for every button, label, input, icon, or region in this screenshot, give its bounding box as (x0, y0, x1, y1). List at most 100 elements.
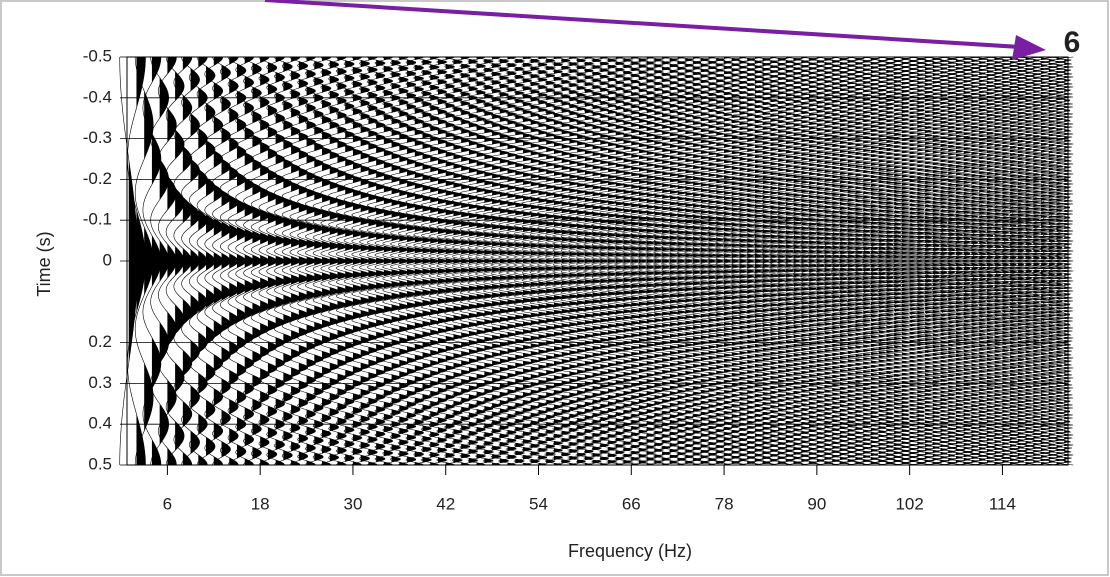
trace-fill (971, 57, 981, 465)
trace-fill (917, 57, 927, 465)
trace-fill (128, 57, 138, 465)
trace-fill (267, 57, 277, 465)
trace-fill (484, 57, 494, 465)
trace-fill (623, 57, 633, 465)
trace-fill (1041, 57, 1051, 465)
trace-fill (291, 57, 301, 465)
trace-fill (352, 57, 362, 465)
trace-fill (445, 57, 455, 465)
trace-fill (577, 57, 587, 465)
trace-fill (407, 57, 417, 465)
trace-fill (886, 57, 896, 465)
x-tick-label: 18 (251, 494, 270, 513)
trace-fill (909, 57, 919, 465)
annotation: 6 (1064, 26, 1081, 59)
trace-fill (608, 57, 618, 465)
trace-fill (731, 57, 741, 465)
y-tick-label: -0.4 (83, 87, 112, 106)
y-tick-label: -0.2 (83, 169, 112, 188)
trace-fill (654, 57, 664, 465)
trace (1055, 56, 1074, 466)
arrow-head (1012, 35, 1046, 60)
y-tick-label: 0.3 (88, 373, 112, 392)
trace-fill (940, 57, 950, 465)
trace-fill (438, 57, 447, 465)
trace-fill (206, 57, 216, 465)
y-axis-title: Time (s) (34, 231, 54, 296)
trace-fill (322, 57, 332, 465)
trace-fill (755, 57, 764, 465)
trace-fill (600, 57, 610, 465)
trace-fill (979, 57, 989, 465)
y-tick-label: -0.1 (83, 210, 112, 229)
trace-fill (639, 57, 649, 465)
trace-fill (932, 57, 942, 465)
y-tick-label: 0.5 (88, 454, 112, 473)
y-tick-label: 0.2 (88, 332, 112, 351)
trace-fill (391, 57, 401, 465)
trace-fill (716, 57, 726, 465)
trace-fill (329, 57, 339, 465)
trace-fill (345, 57, 355, 465)
trace-fill (561, 57, 571, 465)
trace-fill (221, 57, 231, 465)
x-tick-label: 42 (436, 494, 455, 513)
trace-fill (538, 57, 548, 465)
trace-fill (252, 57, 262, 465)
trace-fill (662, 57, 672, 465)
trace-fill (553, 57, 563, 465)
trace-fill (1064, 57, 1074, 465)
y-tick-label: 0 (103, 250, 112, 269)
trace-fill (236, 57, 246, 465)
trace-fill (693, 57, 703, 465)
trace-fill (530, 57, 540, 465)
trace-fill (809, 57, 819, 465)
trace-fill (399, 57, 409, 465)
traces (119, 56, 1074, 466)
x-tick-label: 6 (163, 494, 172, 513)
trace-fill (778, 57, 788, 465)
trace-fill (468, 57, 478, 465)
trace-fill (167, 57, 177, 465)
trace-fill (159, 57, 169, 465)
trace-fill (847, 57, 857, 465)
trace-fill (507, 57, 517, 465)
trace-fill (700, 57, 710, 465)
trace-fill (360, 57, 370, 465)
trace-fill (298, 57, 308, 465)
trace-fill (569, 57, 579, 465)
y-tick-label: -0.5 (83, 46, 112, 65)
trace-fill (260, 57, 270, 465)
trace-fill (669, 57, 679, 465)
trace-fill (816, 57, 826, 465)
trace-fill (793, 57, 803, 465)
trace-fill (314, 57, 324, 465)
x-tick-label: 90 (807, 494, 826, 513)
trace-fill (414, 57, 424, 465)
x-tick-label: 66 (622, 494, 641, 513)
trace-fill (1056, 57, 1066, 465)
trace-fill (244, 57, 254, 465)
trace-fill (685, 57, 695, 465)
trace-fill (1002, 57, 1012, 465)
x-tick-label: 102 (895, 494, 923, 513)
trace-fill (878, 57, 888, 465)
trace-fill (136, 57, 146, 465)
trace-fill (948, 57, 958, 465)
trace-fill (213, 57, 223, 465)
trace-fill (515, 57, 525, 465)
trace-fill (422, 57, 432, 465)
trace-fill (376, 57, 386, 465)
trace-fill (870, 57, 880, 465)
x-tick-label: 114 (989, 494, 1016, 513)
trace-fill (275, 57, 285, 465)
trace-fill (631, 57, 641, 465)
x-tick-label: 30 (343, 494, 362, 513)
y-tick-label: 0.4 (88, 414, 112, 433)
trace-fill (453, 57, 463, 465)
trace-fill (963, 57, 973, 465)
trace-fill (476, 57, 486, 465)
arrow-shaft (264, 0, 1021, 49)
